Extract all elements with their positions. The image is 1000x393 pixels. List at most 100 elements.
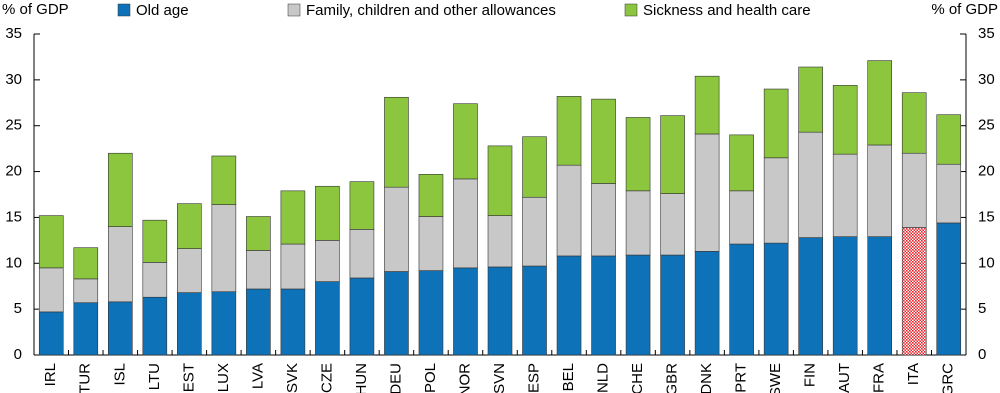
bar-segment — [694, 251, 720, 356]
bar-segment — [729, 190, 754, 245]
bar-segment — [107, 301, 133, 356]
bar-segment — [798, 66, 823, 133]
bar-segment — [798, 237, 823, 356]
bar-segment — [556, 96, 582, 166]
bar-segment — [901, 152, 927, 228]
bar-segment — [418, 174, 444, 217]
y2-tick-label: 30 — [978, 71, 995, 88]
y2-tick-label: 0 — [978, 346, 986, 363]
bar-segment — [246, 288, 271, 356]
bar-segment — [556, 164, 582, 257]
y-tick-label: 10 — [5, 254, 22, 271]
x-tick-label: CZE — [318, 363, 335, 393]
x-tick-label: SVN — [491, 363, 508, 393]
x-tick-label: ITA — [905, 363, 922, 385]
y-tick-label: 5 — [14, 300, 22, 317]
x-tick-label: FIN — [802, 363, 819, 387]
bar-segment — [280, 243, 306, 290]
legend-swatch — [624, 3, 638, 17]
bar-segment — [315, 281, 340, 356]
x-tick-label: IRL — [42, 363, 59, 386]
x-tick-label: BEL — [560, 363, 577, 391]
bar-segment — [694, 133, 720, 252]
x-tick-label: TUR — [77, 363, 94, 393]
bar-segment — [453, 103, 478, 180]
y2-tick-label: 15 — [978, 208, 995, 225]
bar-segment — [142, 262, 168, 298]
y-tick-label: 20 — [5, 163, 22, 180]
x-tick-label: NLD — [595, 363, 612, 393]
bar-segment — [73, 278, 99, 304]
y2-tick-label: 35 — [978, 25, 995, 42]
bar-segment — [487, 215, 513, 268]
y-tick-label: 30 — [5, 71, 22, 88]
legend-label: Old age — [136, 2, 189, 19]
bar-segment — [246, 216, 271, 251]
bar-segment — [936, 114, 962, 165]
y2-tick-label: 20 — [978, 163, 995, 180]
y2-axis-label: % of GDP — [931, 1, 998, 18]
bar-segment — [487, 266, 513, 356]
bar-segment — [522, 136, 547, 198]
x-tick-label: EST — [180, 363, 197, 392]
y2-tick-label: 10 — [978, 254, 995, 271]
bar-segment — [625, 254, 651, 356]
bar-segment — [729, 243, 754, 356]
y-axis-label: % of GDP — [2, 1, 69, 18]
bar-segment — [142, 296, 168, 356]
x-tick-label: SWE — [767, 363, 784, 393]
bar-segment — [418, 270, 444, 356]
bar-segment — [246, 250, 271, 290]
bar-segment — [38, 311, 64, 356]
x-tick-label: LVA — [249, 363, 266, 389]
bar-segment — [38, 215, 64, 269]
bar-segment — [660, 254, 685, 356]
bar-segment — [763, 157, 789, 244]
bar-segment — [211, 291, 237, 356]
legend-swatch — [117, 3, 131, 17]
bar-segment — [315, 185, 340, 241]
bar-segment — [798, 131, 823, 238]
bar-segment — [660, 193, 685, 256]
bar-segment — [763, 242, 789, 356]
bar-segment — [73, 247, 99, 280]
bar-segment — [832, 153, 858, 237]
y-tick-label: 25 — [5, 117, 22, 134]
x-tick-label: FRA — [871, 363, 888, 393]
bar-segment — [177, 203, 202, 249]
bar-segment — [591, 98, 616, 184]
x-tick-label: NOR — [456, 363, 473, 393]
x-tick-label: GRC — [940, 363, 957, 393]
bar-segment — [832, 236, 858, 356]
bar-segment — [591, 255, 616, 356]
bar-segment — [936, 222, 962, 356]
bar-segment — [349, 181, 375, 230]
bar-segment — [901, 227, 927, 356]
bar-segment — [211, 155, 237, 205]
bar-segment — [694, 75, 720, 135]
bar-segment — [211, 204, 237, 293]
x-tick-label: GBR — [664, 363, 681, 393]
bar-segment — [729, 134, 754, 192]
y-tick-label: 15 — [5, 208, 22, 225]
x-tick-label: DNK — [698, 363, 715, 393]
bar-segment — [38, 267, 64, 313]
x-tick-label: LUX — [215, 363, 232, 392]
bar-segment — [556, 255, 582, 356]
bar-segment — [660, 115, 685, 194]
bar-segment — [591, 183, 616, 257]
bar-segment — [763, 88, 789, 159]
bar-segment — [453, 267, 478, 356]
bar-segment — [384, 186, 409, 272]
bar-segment — [177, 292, 202, 356]
legend-label: Family, children and other allowances — [306, 2, 556, 19]
bar-segment — [418, 216, 444, 271]
y2-tick-label: 25 — [978, 117, 995, 134]
bar-segment — [384, 96, 409, 188]
y2-tick-label: 5 — [978, 300, 986, 317]
bar-segment — [349, 229, 375, 279]
bar-segment — [625, 190, 651, 256]
bar-segment — [522, 196, 547, 267]
bar-segment — [280, 288, 306, 356]
